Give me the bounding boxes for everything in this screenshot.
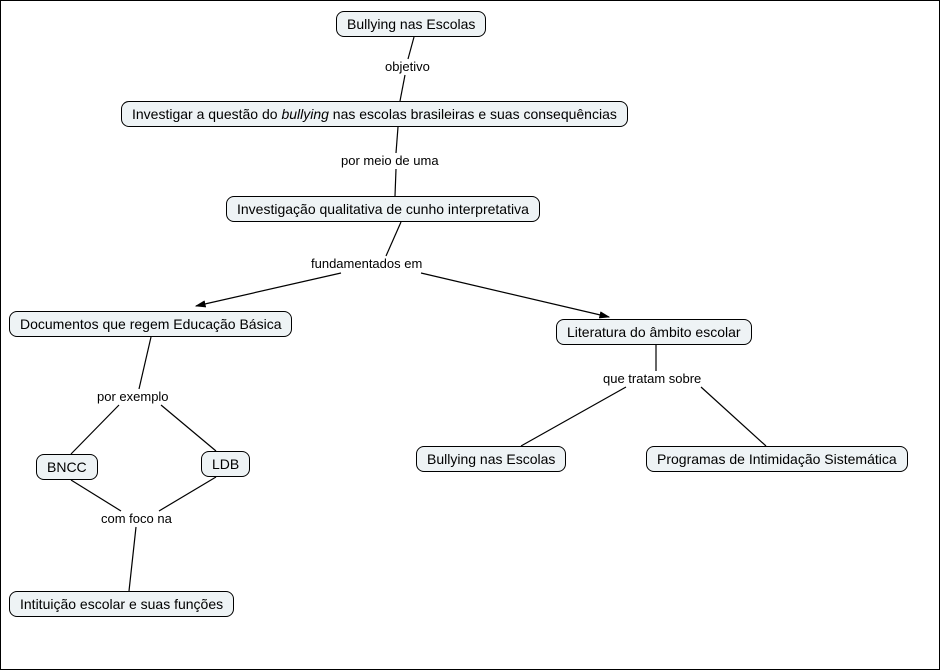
node-instituicao: Intituição escolar e suas funções [9,591,234,617]
concept-map-canvas: Bullying nas Escolas Investigar a questã… [0,0,940,670]
label-comfoco: com foco na [101,511,172,526]
label-fundamentados: fundamentados em [311,256,422,271]
node-ldb: LDB [201,451,250,477]
label-quetratam: que tratam sobre [603,371,701,386]
node-metodo: Investigação qualitativa de cunho interp… [226,196,540,222]
node-bullying2: Bullying nas Escolas [416,446,566,472]
node-lit: Literatura do âmbito escolar [556,319,752,345]
node-objetivo: Investigar a questão do bullying nas esc… [121,101,628,127]
label-porexemplo: por exemplo [97,389,169,404]
label-pormeio: por meio de uma [341,153,439,168]
node-programas: Programas de Intimidação Sistemática [646,446,908,472]
node-docs: Documentos que regem Educação Básica [9,311,292,337]
node-bncc: BNCC [36,454,98,480]
label-objetivo: objetivo [385,59,430,74]
node-root: Bullying nas Escolas [336,11,486,37]
